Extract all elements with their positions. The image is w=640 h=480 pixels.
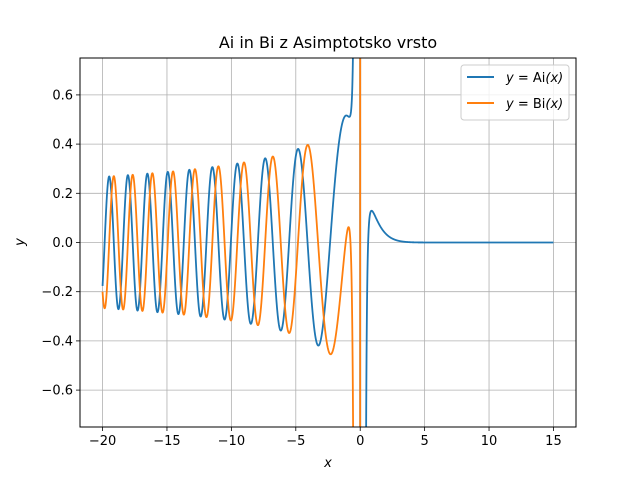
legend: y = Ai(x) y = Bi(x) [460,64,570,121]
legend-label-bi: y = Bi(x) [505,97,563,112]
x-tick-label: −5 [286,434,305,449]
y-tick-label: 0.0 [52,236,73,251]
x-tick-label: −15 [153,434,180,449]
series-line-bi [101,58,362,427]
x-tick-label: 0 [356,434,364,449]
x-tick-label: 15 [545,434,562,449]
x-tick-label: −20 [89,434,116,449]
y-tick-label: −0.2 [41,285,73,300]
x-tick-label: −10 [218,434,245,449]
y-tick-label: −0.4 [41,334,73,349]
ticks: −20 −15 −10 −5 0 5 10 15 −0.6 −0.4 −0.2 0.0 0.2 0.4 0.… [41,88,561,449]
y-tick-label: −0.6 [41,384,73,399]
y-tick-label: 0.2 [52,187,73,202]
chart-title: Ai in Bi z Asimptotsko vrsto [219,33,437,52]
x-axis-label: x [323,456,332,471]
legend-label-ai: y = Ai(x) [505,71,563,86]
y-axis-label: y [13,238,28,247]
x-tick-label: 5 [420,434,428,449]
series-layer [101,58,555,427]
y-tick-label: 0.4 [52,138,73,153]
legend-box [460,64,570,121]
y-tick-label: 0.6 [52,88,73,103]
series-line-ai [101,58,555,427]
x-tick-label: 10 [481,434,498,449]
